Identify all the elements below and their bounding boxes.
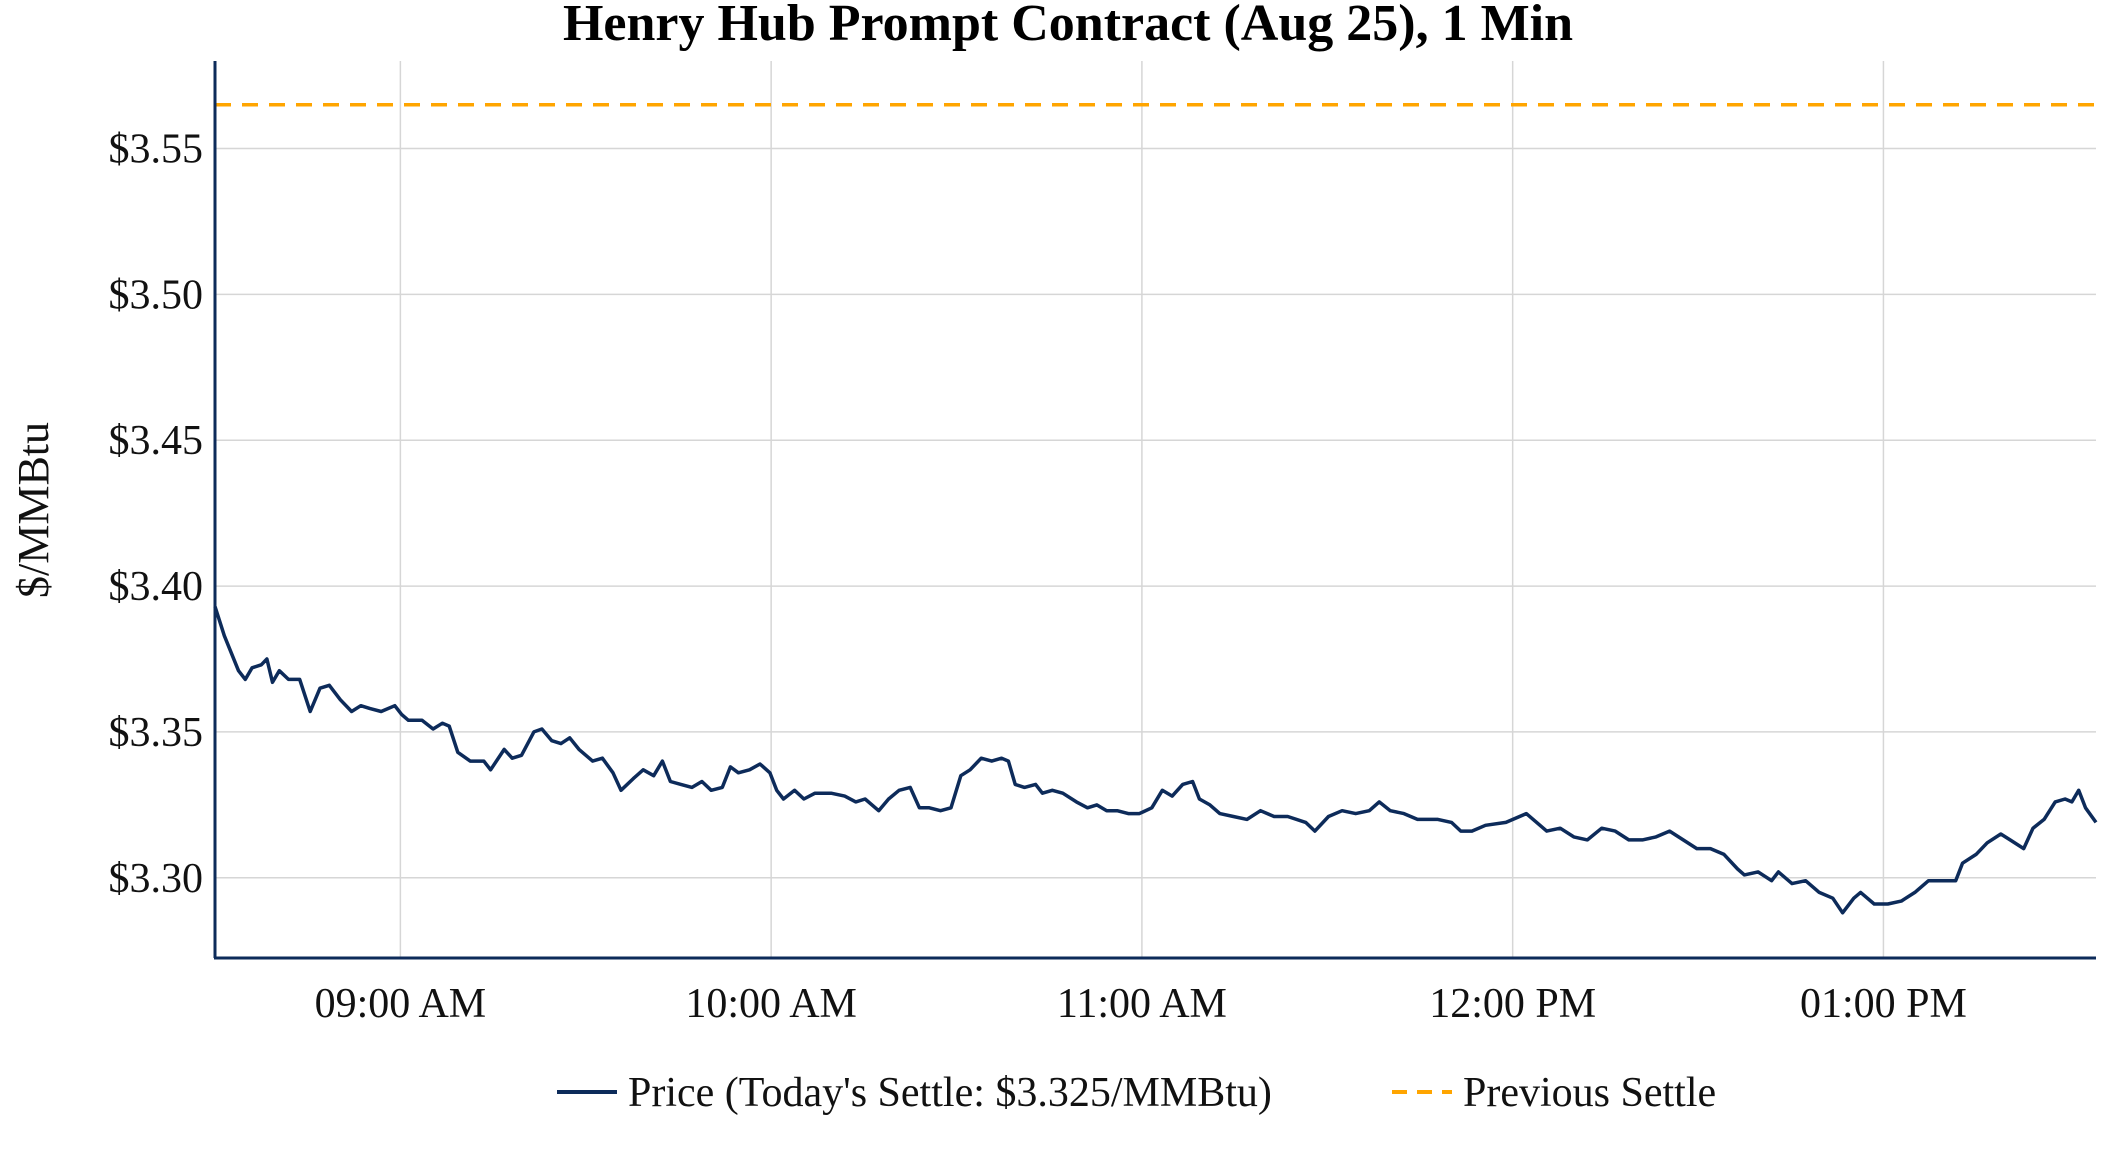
x-tick-label: 11:00 AM (1057, 981, 1227, 1027)
x-tick-label: 12:00 PM (1429, 981, 1596, 1027)
legend-price-label: Price (Today's Settle: $3.325/MMBtu) (628, 1070, 1272, 1116)
y-tick-label: $3.40 (109, 564, 204, 610)
legend: Price (Today's Settle: $3.325/MMBtu) Pre… (557, 1070, 1716, 1116)
y-tick-label: $3.45 (109, 418, 204, 464)
y-tick-label: $3.50 (109, 272, 204, 318)
legend-previous-settle-label: Previous Settle (1463, 1070, 1716, 1116)
x-tick-label: 09:00 AM (315, 981, 487, 1027)
x-tick-label: 01:00 PM (1800, 981, 1967, 1027)
y-tick-label: $3.35 (109, 710, 204, 756)
chart-title: Henry Hub Prompt Contract (Aug 25), 1 Mi… (563, 0, 1573, 52)
y-axis-label: $/MMBtu (9, 422, 58, 598)
y-tick-label: $3.30 (109, 856, 204, 902)
price-line (213, 605, 2098, 915)
x-tick-label: 10:00 AM (685, 981, 857, 1027)
y-tick-label: $3.55 (109, 127, 204, 173)
